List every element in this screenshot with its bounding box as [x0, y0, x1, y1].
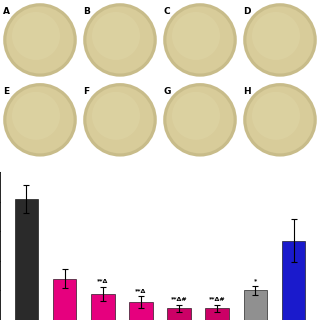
Circle shape — [86, 86, 154, 153]
Circle shape — [172, 12, 220, 60]
Circle shape — [12, 92, 60, 140]
Circle shape — [3, 3, 77, 77]
Circle shape — [86, 6, 154, 74]
Text: H: H — [243, 87, 251, 96]
Text: **Δ#: **Δ# — [171, 297, 188, 302]
Text: G: G — [163, 87, 171, 96]
Text: D: D — [243, 7, 251, 16]
Circle shape — [12, 12, 60, 60]
Circle shape — [92, 12, 140, 60]
Circle shape — [163, 83, 237, 156]
Text: **Δ#: **Δ# — [209, 297, 226, 302]
Circle shape — [246, 86, 314, 153]
Circle shape — [243, 83, 317, 156]
Circle shape — [166, 6, 234, 74]
Bar — [91, 294, 115, 320]
Text: **Δ: **Δ — [135, 289, 147, 294]
Circle shape — [243, 3, 317, 77]
Circle shape — [6, 86, 74, 153]
Text: E: E — [3, 87, 9, 96]
Bar — [167, 308, 191, 320]
Circle shape — [92, 92, 140, 140]
Bar — [282, 241, 306, 320]
Bar — [205, 308, 229, 320]
Circle shape — [6, 6, 74, 74]
Circle shape — [3, 83, 77, 156]
Circle shape — [246, 6, 314, 74]
Text: A: A — [3, 7, 10, 16]
Bar — [244, 291, 267, 320]
Circle shape — [83, 3, 157, 77]
Text: **Δ: **Δ — [97, 279, 108, 284]
Circle shape — [172, 92, 220, 140]
Text: C: C — [163, 7, 170, 16]
Circle shape — [163, 3, 237, 77]
Circle shape — [83, 83, 157, 156]
Circle shape — [166, 86, 234, 153]
Bar — [53, 279, 76, 320]
Bar — [14, 199, 38, 320]
Circle shape — [252, 12, 300, 60]
Text: *: * — [254, 278, 257, 283]
Text: B: B — [83, 7, 90, 16]
Circle shape — [252, 92, 300, 140]
Text: F: F — [83, 87, 89, 96]
Bar — [129, 302, 153, 320]
